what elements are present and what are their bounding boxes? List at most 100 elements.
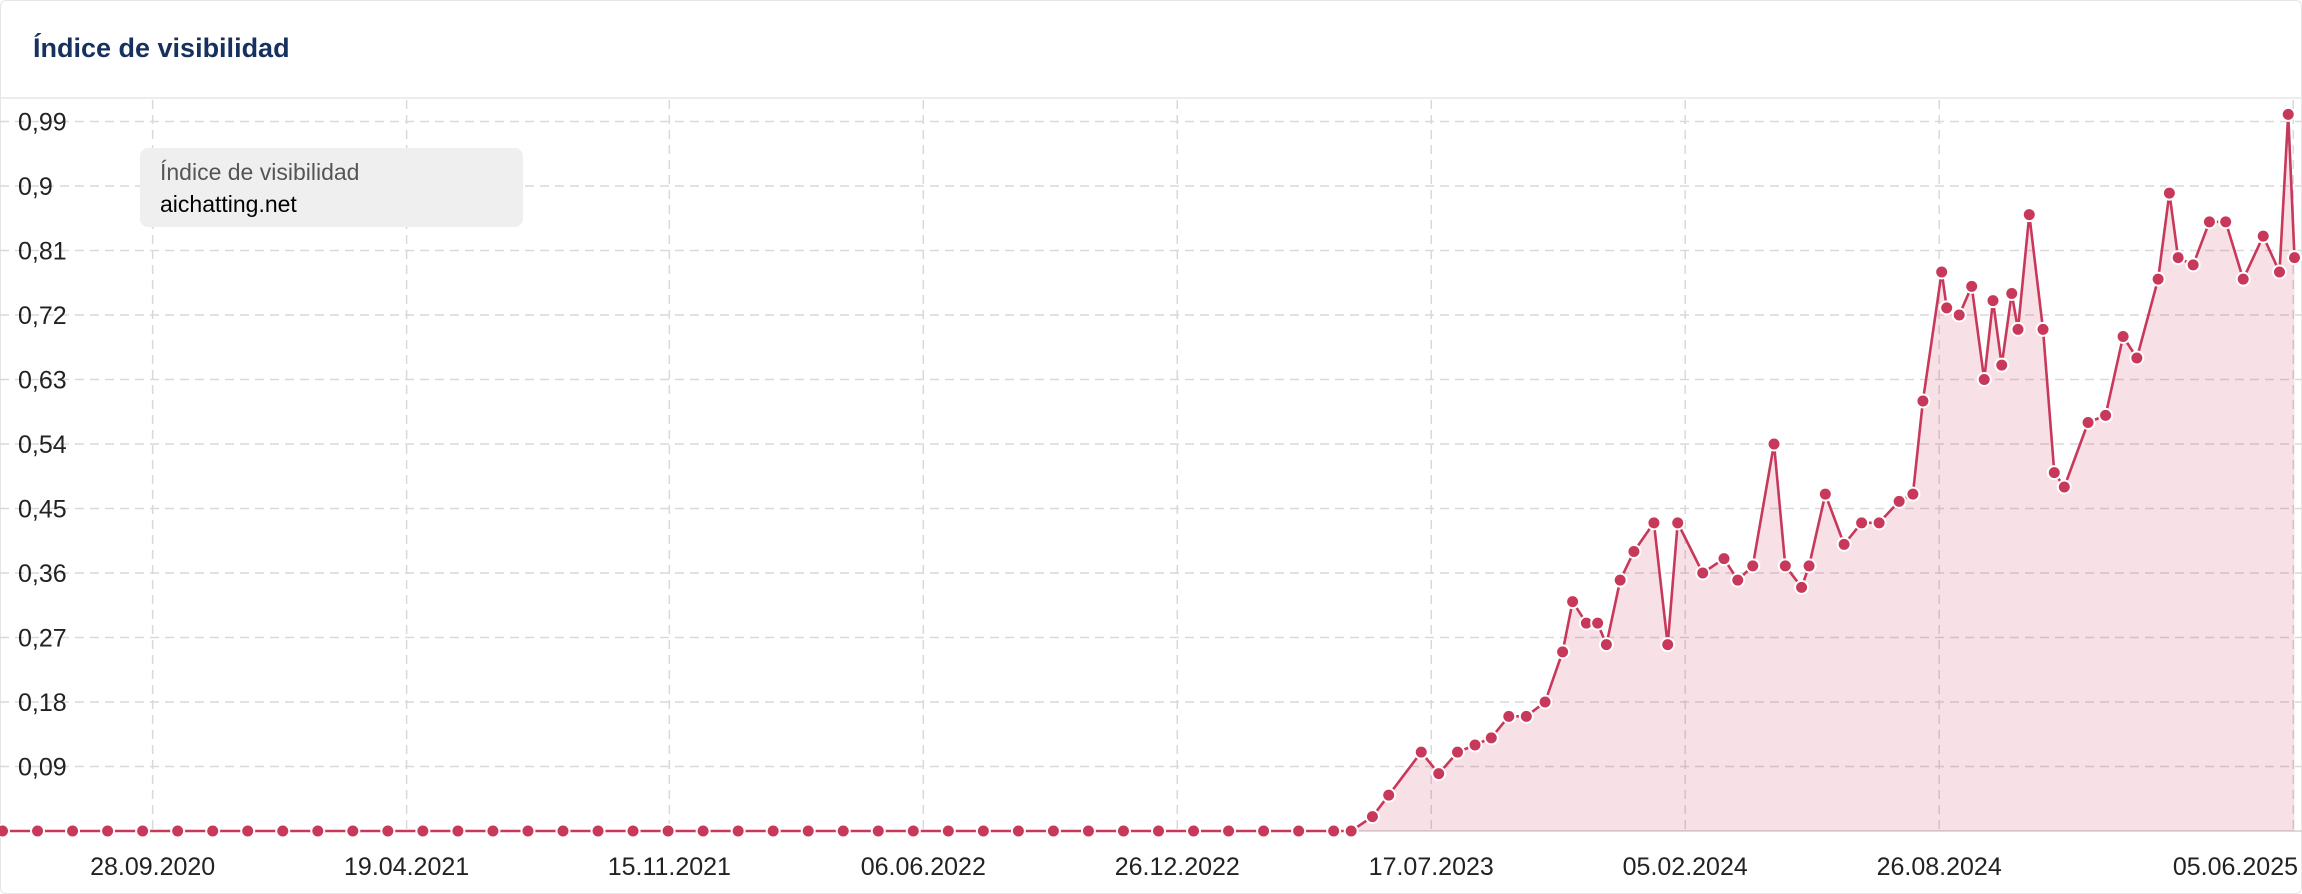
point [905,823,921,839]
point [1598,637,1614,653]
point [1670,515,1686,531]
x-tick-label: 19.04.2021 [344,853,469,881]
point [1915,393,1931,409]
point [2271,264,2287,280]
point [2170,250,2186,266]
y-tick-label: 0,72 [18,302,67,330]
y-tick-label: 0,63 [18,367,67,395]
point [2098,407,2114,423]
point [625,823,641,839]
point [1905,486,1921,502]
point [1518,708,1534,724]
point [1716,551,1732,567]
point [1660,637,1676,653]
x-tick-label: 28.09.2020 [90,853,215,881]
point [1326,823,1342,839]
point [240,823,256,839]
point [1871,515,1887,531]
point [1612,572,1628,588]
point [1951,307,1967,323]
point [1431,766,1447,782]
point [1590,615,1606,631]
x-tick-label: 17.07.2023 [1369,853,1494,881]
point [1010,823,1026,839]
x-tick-label: 06.06.2022 [861,853,986,881]
y-tick-label: 0,27 [18,625,67,653]
point [485,823,501,839]
point [2021,207,2037,223]
y-tick-label: 0,99 [18,109,67,137]
point [100,823,116,839]
y-tick-label: 0,18 [18,689,67,717]
point [1994,357,2010,373]
x-tick-label: 26.12.2022 [1115,853,1240,881]
legend: Índice de visibilidad aichatting.net [140,148,523,227]
point [1836,536,1852,552]
point [170,823,186,839]
point [1501,708,1517,724]
point [0,823,11,839]
point [1801,558,1817,574]
point [730,823,746,839]
point [1413,744,1429,760]
point [380,823,396,839]
point [1467,737,1483,753]
point [1483,730,1499,746]
point [800,823,816,839]
legend-entry: aichatting.net [160,191,297,217]
x-tick-label: 26.08.2024 [1877,853,2002,881]
header: Índice de visibilidad [1,1,2301,99]
point [345,823,361,839]
legend-box [140,148,523,227]
point [1537,694,1553,710]
point [870,823,886,839]
x-tick-label: 05.06.2025 [2173,853,2298,881]
point [1045,823,1061,839]
point [1964,278,1980,294]
point [1854,515,1870,531]
point [1817,486,1833,502]
point [2286,250,2302,266]
point [2046,465,2062,481]
point [2201,214,2217,230]
point [555,823,571,839]
point [2161,185,2177,201]
point [1745,558,1761,574]
chart-title: Índice de visibilidad [33,33,290,63]
point [1626,544,1642,559]
point [1256,823,1272,839]
point [2129,350,2145,366]
point [1364,809,1380,825]
point [1985,293,2001,309]
point [940,823,956,839]
point [1115,823,1131,839]
point [1565,594,1581,610]
point [2035,321,2051,337]
point [1221,823,1237,839]
point [695,823,711,839]
point [1555,644,1571,660]
point [2185,257,2201,273]
x-tick-label: 05.02.2024 [1623,853,1748,881]
point [135,823,151,839]
point [1151,823,1167,839]
point [2255,228,2271,244]
point [590,823,606,839]
point [1939,300,1955,316]
point [975,823,991,839]
point [1291,823,1307,839]
x-tick-label: 15.11.2021 [608,853,731,881]
point [2280,106,2296,122]
point [1976,372,1992,387]
y-tick-label: 0,45 [18,496,67,524]
point [1186,823,1202,839]
point [1343,823,1359,839]
point [65,823,81,839]
point [2235,271,2251,287]
point [2056,479,2072,495]
point [415,823,431,839]
point [2080,415,2096,430]
legend-heading: Índice de visibilidad [160,159,359,185]
